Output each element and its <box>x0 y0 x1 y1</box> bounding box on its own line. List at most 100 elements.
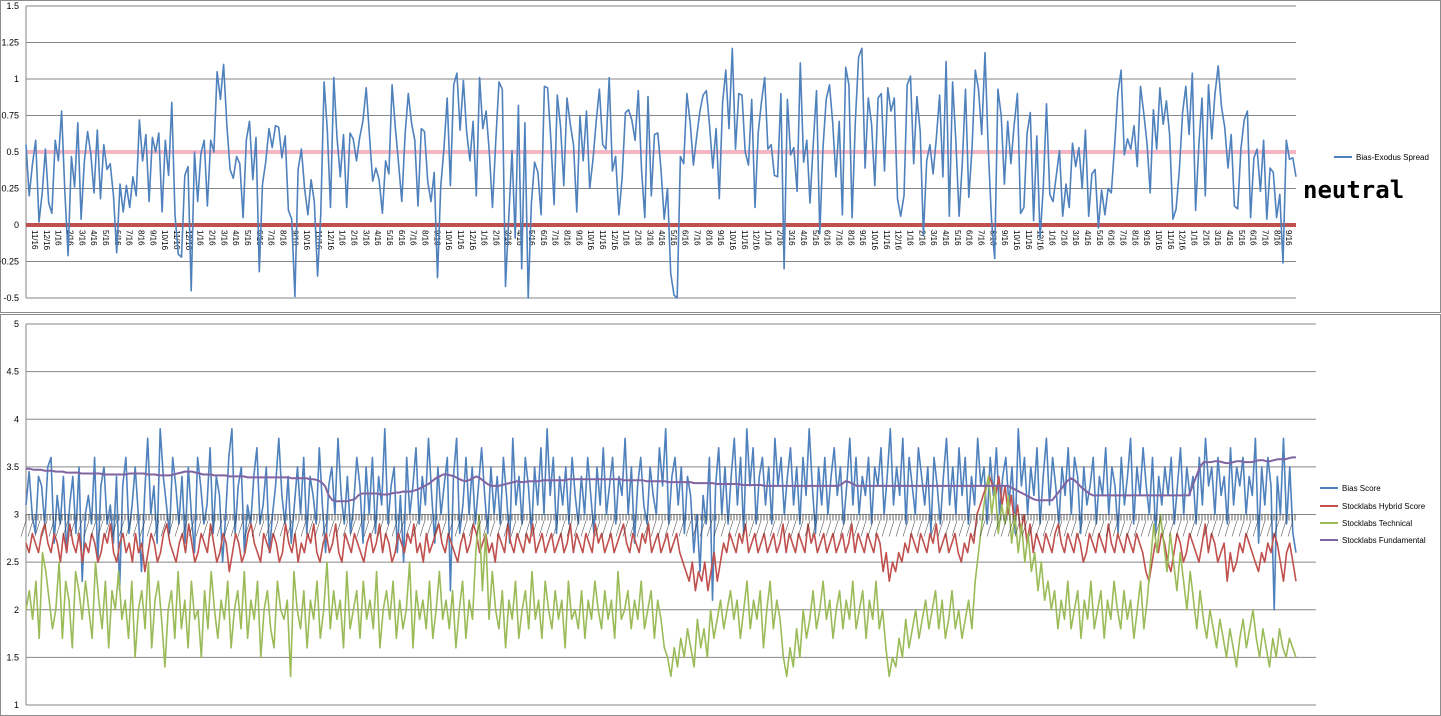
bottom-y-tick-label: 4.5 <box>6 367 19 377</box>
top-x-tick-label: 10/16 <box>160 230 169 251</box>
bottom-x-tick-label-glyph <box>545 520 552 537</box>
bottom-x-tick-label-glyph <box>398 520 405 537</box>
bottom-x-tick-label-glyph <box>97 520 104 537</box>
bottom-x-tick-label-glyph <box>1133 520 1140 537</box>
bottom-x-tick-label-glyph <box>1105 520 1112 537</box>
bottom-x-tick-label-glyph <box>153 520 160 537</box>
bottom-x-tick-label-glyph <box>1014 520 1021 537</box>
bottom-x-tick-label-glyph <box>489 520 496 537</box>
top-x-tick-label: 1/16 <box>196 230 205 246</box>
bottom-x-tick-label-glyph <box>818 520 825 537</box>
bottom-x-tick-label-glyph <box>48 520 55 537</box>
bottom-x-tick-label-glyph <box>811 520 818 537</box>
top-x-tick-label: 5/16 <box>811 230 820 246</box>
bottom-chart-series <box>25 427 1297 678</box>
top-x-tick-label: 9/16 <box>1284 230 1293 246</box>
bottom-x-tick-label-glyph <box>972 520 979 537</box>
bottom-x-tick-label-glyph <box>1147 520 1154 537</box>
bottom-x-tick-label-glyph <box>1217 520 1224 537</box>
bottom-x-tick-label-glyph <box>181 520 188 537</box>
bottom-x-tick-label-glyph <box>517 520 524 537</box>
bottom-x-tick-label-glyph <box>468 520 475 537</box>
bottom-x-tick-label-glyph <box>111 520 118 537</box>
bottom-x-tick-label-glyph <box>797 520 804 537</box>
bottom-x-tick-label-glyph <box>1056 520 1063 537</box>
bottom-x-tick-label-glyph <box>174 520 181 537</box>
bottom-x-tick-label-glyph <box>1084 520 1091 537</box>
bottom-x-tick-label-glyph <box>405 520 412 537</box>
top-x-tick-label: 3/16 <box>219 230 228 246</box>
series-line-hybrid-score <box>25 475 1297 592</box>
bottom-x-tick-label-glyph <box>237 520 244 537</box>
bottom-x-tick-label-glyph <box>902 520 909 537</box>
bottom-x-tick-label-glyph <box>755 520 762 537</box>
top-x-tick-label: 2/16 <box>208 230 217 246</box>
bottom-y-tick-label: 3.5 <box>6 462 19 472</box>
bottom-x-tick-label-glyph <box>370 520 377 537</box>
bottom-x-tick-label-glyph <box>538 520 545 537</box>
top-x-tick-label: 7/16 <box>125 230 134 246</box>
bottom-x-tick-label-glyph <box>1189 520 1196 537</box>
top-x-tick-label: 11/16 <box>740 230 749 250</box>
bottom-x-tick-label-glyph <box>986 520 993 537</box>
bottom-x-tick-label-glyph <box>888 520 895 537</box>
bottom-x-tick-label-glyph <box>1007 520 1014 537</box>
top-x-tick-label: 4/16 <box>515 230 524 246</box>
top-x-tick-label: 6/16 <box>397 230 406 246</box>
top-x-tick-label: 11/16 <box>1166 230 1175 250</box>
bottom-x-tick-label-glyph <box>132 520 139 537</box>
bottom-x-tick-label-glyph <box>1119 520 1126 537</box>
bottom-x-tick-label-glyph <box>377 520 384 537</box>
bottom-x-tick-label-glyph <box>1091 520 1098 537</box>
top-x-tick-label: 10/16 <box>302 230 311 251</box>
top-x-tick-label: 8/16 <box>1130 230 1139 246</box>
top-chart-legend: Bias-Exodus Spread <box>1334 153 1429 162</box>
bottom-x-tick-label-glyph <box>1028 520 1035 537</box>
top-x-tick-label: 5/16 <box>385 230 394 246</box>
bottom-x-tick-label-glyph <box>230 520 237 537</box>
bottom-x-tick-label-glyph <box>1042 520 1049 537</box>
top-x-tick-label: 4/16 <box>1225 230 1234 246</box>
bottom-x-tick-label-glyph <box>1161 520 1168 537</box>
bottom-x-tick-label-glyph <box>895 520 902 537</box>
top-x-tick-label: 3/16 <box>787 230 796 246</box>
bottom-x-tick-label-glyph <box>307 520 314 537</box>
bottom-x-tick-label-glyph <box>1245 520 1252 537</box>
top-x-tick-label: 11/16 <box>456 230 465 250</box>
bottom-x-tick-label-glyph <box>34 520 41 537</box>
bottom-x-tick-label-glyph <box>69 520 76 537</box>
top-y-tick-label: -0.5 <box>3 293 19 303</box>
bottom-x-tick-label-glyph <box>1035 520 1042 537</box>
top-x-tick-label: 2/16 <box>1059 230 1068 246</box>
bottom-x-tick-label-glyph <box>251 520 258 537</box>
top-x-tick-label: 6/16 <box>1249 230 1258 246</box>
top-x-tick-label: 9/16 <box>574 230 583 246</box>
bottom-x-tick-label-glyph <box>769 520 776 537</box>
bottom-x-tick-label-glyph <box>734 520 741 537</box>
bottom-x-tick-label-glyph <box>790 520 797 537</box>
bottom-x-tick-label-glyph <box>41 520 48 537</box>
bottom-x-tick-label-glyph <box>559 520 566 537</box>
bottom-x-tick-label-glyph <box>1196 520 1203 537</box>
top-x-tick-label: 4/16 <box>941 230 950 246</box>
bottom-x-tick-label-glyph <box>314 520 321 537</box>
top-x-tick-label: 2/16 <box>633 230 642 246</box>
series-line-fundamental <box>26 456 1296 503</box>
top-x-tick-label: 3/16 <box>361 230 370 246</box>
top-x-tick-label: 8/16 <box>137 230 146 246</box>
bottom-x-tick-label-glyph <box>1210 520 1217 537</box>
bottom-x-tick-label-glyph <box>195 520 202 537</box>
top-x-tick-label: 3/16 <box>929 230 938 246</box>
top-x-tick-label: 5/16 <box>669 230 678 246</box>
top-x-tick-label: 6/16 <box>255 230 264 246</box>
top-x-tick-label: 12/16 <box>42 230 51 251</box>
top-x-tick-label: 2/16 <box>917 230 926 246</box>
bottom-x-tick-label-glyph <box>678 520 685 537</box>
bottom-x-tick-label-glyph <box>650 520 657 537</box>
bottom-x-tick-label-glyph <box>867 520 874 537</box>
top-y-tick-label: 0.25 <box>1 184 19 194</box>
top-x-tick-label: 10/16 <box>444 230 453 251</box>
top-x-tick-label: 4/16 <box>89 230 98 246</box>
bottom-x-tick-label-glyph <box>727 520 734 537</box>
